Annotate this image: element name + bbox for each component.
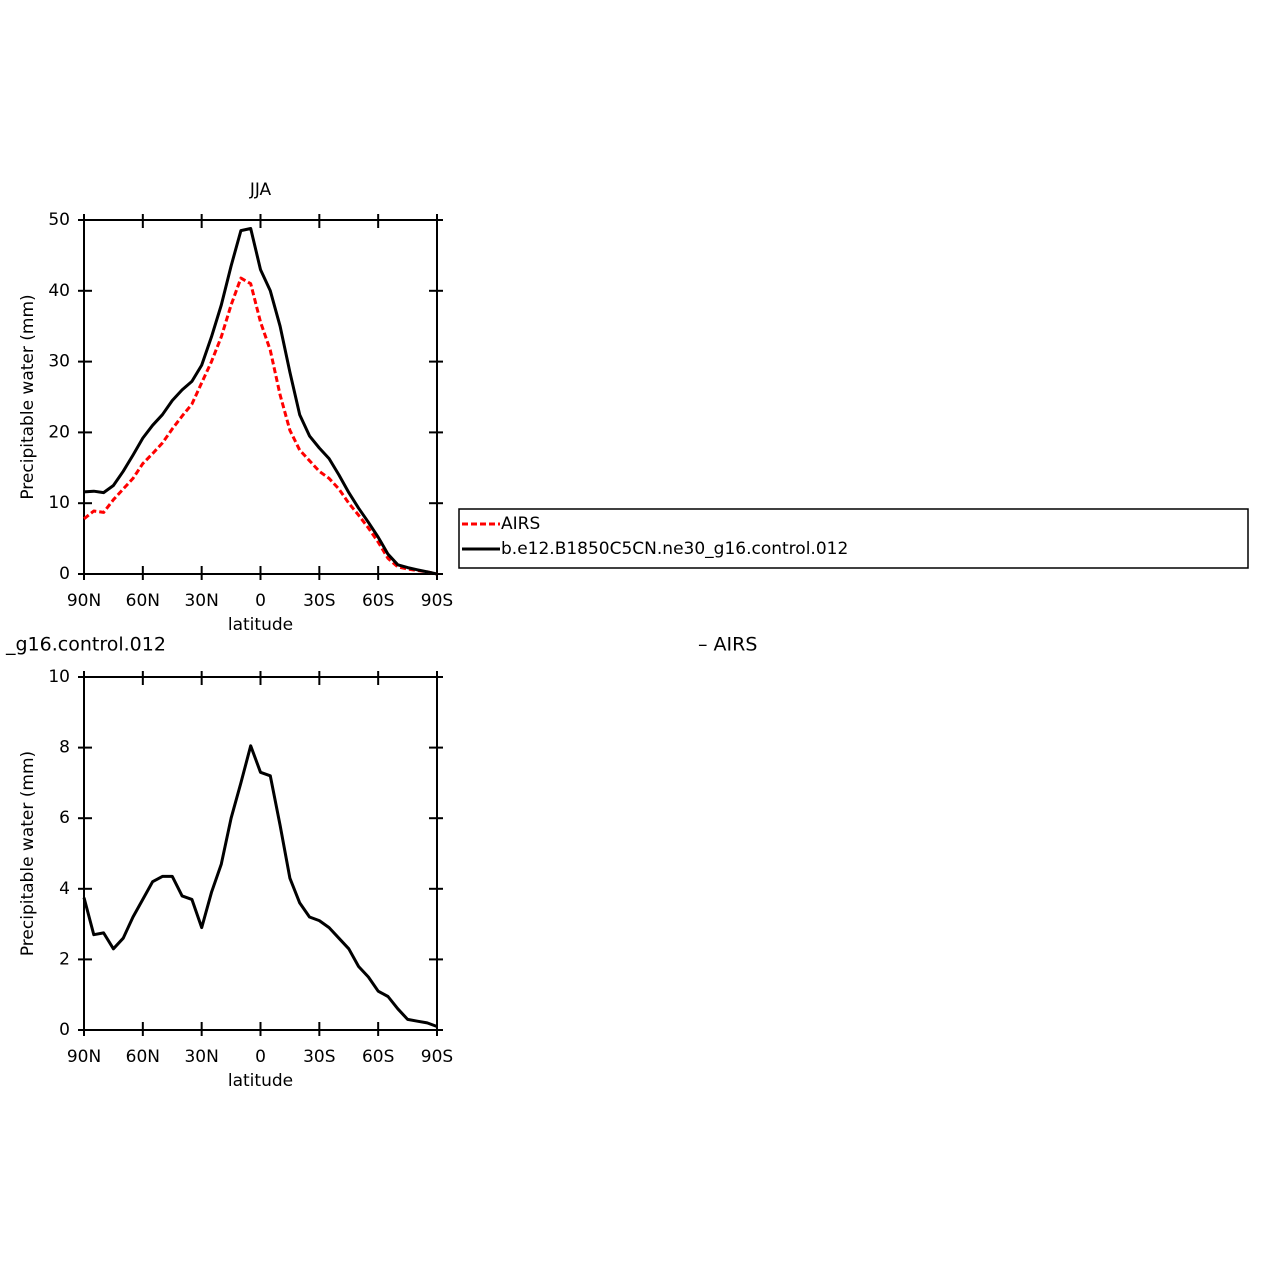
- legend-box: [458, 508, 1249, 569]
- y-tick-label: 50: [48, 210, 70, 230]
- x-tick-label: 90S: [421, 1047, 453, 1067]
- x-axis-label: latitude: [228, 1071, 293, 1091]
- x-tick-label: 60N: [126, 1047, 160, 1067]
- plot-frame: [83, 676, 438, 1031]
- data-line: [83, 276, 438, 576]
- x-tick-label: 30N: [184, 591, 218, 611]
- x-tick-label: 60S: [362, 1047, 394, 1067]
- chart-title: JJA: [249, 180, 272, 200]
- y-tick-label: 4: [59, 879, 70, 899]
- x-tick-label: 60S: [362, 591, 394, 611]
- data-line: [82, 744, 438, 1028]
- y-tick-label: 8: [59, 738, 70, 758]
- y-axis-label: Precipitable water (mm): [18, 294, 38, 499]
- y-tick-label: 10: [48, 493, 70, 513]
- x-tick-label: 90N: [67, 1047, 101, 1067]
- x-tick-label: 30N: [184, 1047, 218, 1067]
- y-tick-label: 2: [59, 949, 70, 969]
- x-tick-label: 60N: [126, 591, 160, 611]
- data-line: [83, 227, 438, 576]
- chart-title: – AIRS: [698, 634, 757, 656]
- x-tick-label: 90N: [67, 591, 101, 611]
- x-axis-label: latitude: [228, 615, 293, 635]
- x-tick-label: 90S: [421, 591, 453, 611]
- y-tick-label: 0: [59, 1020, 70, 1040]
- y-tick-label: 40: [48, 281, 70, 301]
- y-tick-label: 30: [48, 352, 70, 372]
- legend-label: AIRS: [501, 514, 540, 534]
- x-tick-label: 30S: [303, 591, 335, 611]
- y-tick-label: 10: [48, 667, 70, 687]
- x-tick-label: 30S: [303, 1047, 335, 1067]
- x-tick-label: 0: [255, 591, 266, 611]
- x-tick-label: 0: [255, 1047, 266, 1067]
- y-tick-label: 6: [59, 808, 70, 828]
- legend-label: b.e12.B1850C5CN.ne30_g16.control.012: [501, 539, 848, 559]
- y-tick-label: 20: [48, 422, 70, 442]
- y-axis-label: Precipitable water (mm): [18, 751, 38, 956]
- y-tick-label: 0: [59, 564, 70, 584]
- chart-title: _g16.control.012: [5, 634, 166, 656]
